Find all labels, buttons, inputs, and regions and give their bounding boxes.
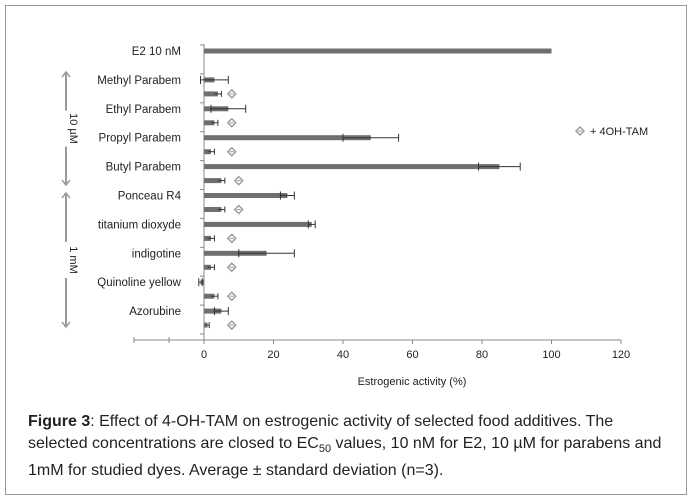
category-label-ethyl-parabem: Ethyl Parabem xyxy=(106,104,181,116)
legend-diamond-marker xyxy=(575,126,585,136)
x-tick-label-0: 0 xyxy=(201,349,207,361)
x-tick-label-100: 100 xyxy=(542,349,560,361)
marker-4oh-tam-indigotine xyxy=(226,262,237,273)
bar-butyl-parabem xyxy=(204,164,500,170)
category-label-indigotine: indigotine xyxy=(132,248,181,260)
caption-label: Figure 3 xyxy=(28,413,91,430)
group-bracket-10um: 10 µM xyxy=(58,70,79,187)
figure-caption: Figure 3: Effect of 4-OH-TAM on estrogen… xyxy=(28,411,676,482)
marker-4oh-tam-titanium-dioxyde xyxy=(226,233,237,244)
bar-e2-10-nm xyxy=(204,48,552,54)
bars xyxy=(198,48,552,331)
marker-4oh-tam-butyl-parabem xyxy=(233,175,244,186)
category-label-e2-10-nm: E2 10 nM xyxy=(132,46,181,58)
legend-diamond xyxy=(575,126,585,136)
group-label-10-m: 10 µM xyxy=(67,113,79,144)
x-tick-label-60: 60 xyxy=(406,349,418,361)
figure-frame xyxy=(5,5,687,495)
category-label-propyl-parabem: Propyl Parabem xyxy=(99,133,181,145)
category-label-ponceau-r4: Ponceau R4 xyxy=(118,191,182,203)
bar-propyl-parabem xyxy=(204,135,371,141)
x-tick-label-120: 120 xyxy=(612,349,630,361)
bar-tam-ponceau-r4 xyxy=(204,207,222,212)
labels: 0 20 40 60 80 100 120 E2 10 nM Methyl Parabem Eth… xyxy=(58,46,630,361)
group-bracket-1mm: 1 mM xyxy=(58,191,79,329)
marker-4oh-tam-ponceau-r4 xyxy=(233,204,244,215)
bar-azorubine xyxy=(204,308,222,314)
category-label-quinoline-yellow: Quinoline yellow xyxy=(97,277,181,289)
x-tick-label-20: 20 xyxy=(267,349,279,361)
bar-titanium-dioxyde xyxy=(204,221,312,227)
category-label-butyl-parabem: Butyl Parabem xyxy=(106,162,181,174)
x-tick-label-40: 40 xyxy=(337,349,349,361)
marker-4oh-tam-quinoline-yellow xyxy=(226,291,237,302)
category-label-titanium-dioxyde: titanium dioxyde xyxy=(98,219,181,231)
bar-tam-methyl-parabem xyxy=(204,91,218,97)
category-label-methyl-parabem: Methyl Parabem xyxy=(97,75,181,87)
x-axis-label: Estrogenic activity (%) xyxy=(358,376,467,388)
bar-tam-butyl-parabem xyxy=(204,178,222,184)
legend: + 4OH-TAM xyxy=(575,126,648,138)
marker-4oh-tam-ethyl-parabem xyxy=(226,117,237,128)
caption-text-1: : Effect of 4-OH-TAM on estrogenic activ… xyxy=(28,413,614,452)
marker-4oh-tam-methyl-parabem xyxy=(226,88,237,99)
legend-entry-4oh-tam: + 4OH-TAM xyxy=(590,126,648,138)
category-label-azorubine: Azorubine xyxy=(129,306,181,318)
bar-indigotine xyxy=(204,250,267,256)
bar-tam-ethyl-parabem xyxy=(204,120,215,126)
marker-4oh-tam-azorubine xyxy=(226,320,237,331)
marker-4oh-tam-propyl-parabem xyxy=(226,146,237,157)
bar-ponceau-r4 xyxy=(204,193,288,198)
x-tick-label-80: 80 xyxy=(476,349,488,361)
caption-subscript: 50 xyxy=(318,443,332,456)
caption-text-2: values, 10 nM for E2, 10 µM for parabens… xyxy=(28,435,662,480)
group-label-1-mm: 1 mM xyxy=(67,246,79,274)
bar-tam-quinoline-yellow xyxy=(204,293,215,299)
chart: 0 20 40 60 80 100 120 E2 10 nM Methyl Parabem Eth… xyxy=(58,44,649,388)
